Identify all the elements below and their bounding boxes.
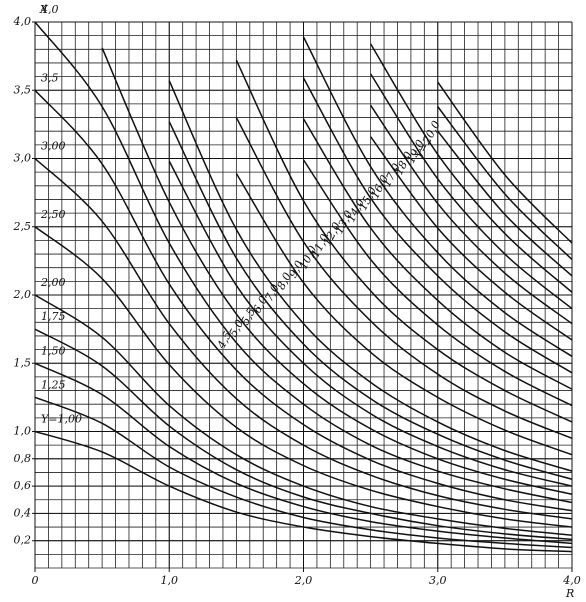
curve xyxy=(235,173,572,456)
curve xyxy=(35,396,572,549)
y-tick-label: 0,8 xyxy=(14,452,32,465)
curve xyxy=(437,106,572,261)
curve xyxy=(168,160,572,487)
y-tick-label: 0,4 xyxy=(14,506,32,519)
x-tick-label: 1,0 xyxy=(161,574,179,587)
curve xyxy=(35,430,572,553)
curve xyxy=(302,118,572,390)
curve xyxy=(437,130,572,277)
curve-label: 2,00 xyxy=(40,276,66,289)
curve xyxy=(168,121,572,480)
curve xyxy=(302,77,572,374)
x-axis-label: R xyxy=(565,587,574,600)
curve-label: 2,50 xyxy=(40,208,66,221)
curve xyxy=(35,362,572,545)
curve-label: 1,25 xyxy=(41,378,66,391)
curve xyxy=(369,43,572,293)
curve xyxy=(437,81,572,244)
curve xyxy=(35,328,572,541)
y-tick-label: 4,0 xyxy=(13,15,32,28)
x-tick-label: 4,0 xyxy=(562,574,581,587)
curve xyxy=(370,104,572,325)
curve xyxy=(101,47,572,496)
curve-label: 1,75 xyxy=(41,310,66,323)
y-tick-label: 1,0 xyxy=(14,425,32,438)
curve-label: 3,5 xyxy=(41,71,59,84)
curve xyxy=(235,59,572,423)
y-tick-label: 2,5 xyxy=(13,220,32,233)
curve-label: 4,0 xyxy=(40,3,59,16)
curve xyxy=(35,226,572,528)
curve xyxy=(35,22,572,504)
y-tick-label: 0,2 xyxy=(14,534,32,547)
curve xyxy=(35,89,572,512)
curve xyxy=(369,73,572,310)
y-tick-label: 1,5 xyxy=(14,356,32,369)
x-tick-label: 2,0 xyxy=(294,574,313,587)
y-tick-label: 3,0 xyxy=(14,152,32,165)
curve-label: 3,00 xyxy=(41,140,66,153)
y-axis-label: X xyxy=(39,3,49,16)
curve xyxy=(235,117,572,440)
curve xyxy=(302,36,572,358)
curve xyxy=(168,80,572,472)
curve xyxy=(35,294,572,536)
curve xyxy=(370,136,572,341)
curve-label: 1,50 xyxy=(41,344,66,357)
curve xyxy=(35,157,572,520)
y-tick-label: 2,0 xyxy=(13,288,32,301)
y-tick-label: 3,5 xyxy=(14,83,32,96)
x-tick-label: 0 xyxy=(32,574,39,587)
y-tick-label: 0,6 xyxy=(14,479,32,492)
curve-label: Y=1,00 xyxy=(41,413,82,426)
curves xyxy=(35,22,572,553)
curve xyxy=(302,159,572,407)
x-tick-label: 3,0 xyxy=(429,574,447,587)
